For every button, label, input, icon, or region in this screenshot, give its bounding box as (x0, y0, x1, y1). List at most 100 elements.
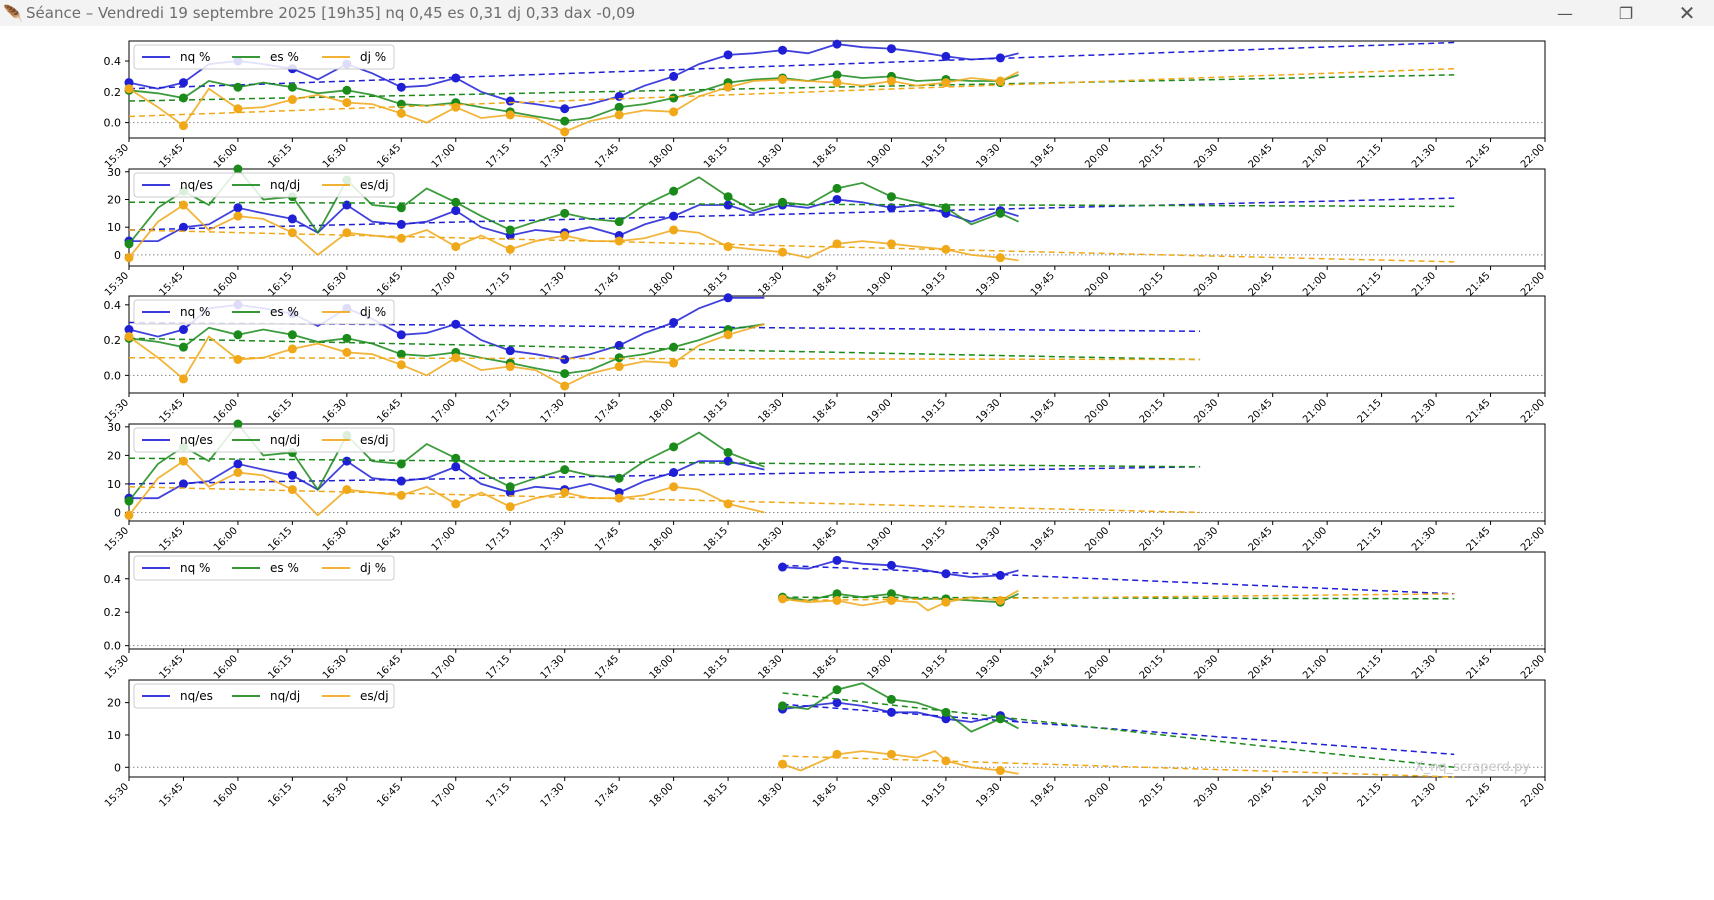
trend-line (128, 321, 1201, 333)
x-tick-label: 17:00 (430, 525, 458, 553)
x-tick-label: 17:45 (593, 270, 621, 298)
data-point (614, 217, 624, 227)
x-tick-label: 16:45 (375, 397, 403, 425)
x-tick-label: 18:45 (811, 397, 839, 425)
y-tick-label: 0.2 (104, 606, 122, 619)
chart-panel-6: 20 10 0 15:30 15:45 16:00 16:15 16:30 16:45 17:00… (103, 679, 1547, 810)
x-tick-label: 21:45 (1464, 525, 1492, 553)
data-point (941, 756, 951, 766)
x-tick-label: 19:15 (920, 270, 948, 298)
x-tick-label: 20:45 (1247, 781, 1275, 809)
legend: nq % es % dj % (133, 555, 395, 581)
x-tick-label: 20:30 (1192, 397, 1220, 425)
x-tick-label: 18:30 (756, 142, 784, 170)
close-button[interactable]: ✕ (1678, 1, 1696, 25)
chart-panel-1: 0.40.20.015:30 15:45 16:00 16:15 16:30 16:45 1… (103, 39, 1547, 171)
data-point (723, 293, 733, 303)
data-point (669, 468, 679, 477)
data-point (832, 183, 842, 193)
title-bar: 🪶 Séance – Vendredi 19 septembre 2025 [1… (0, 0, 1714, 26)
legend: nq/es nq/dj es/dj (133, 172, 395, 198)
trend-line (128, 457, 1201, 468)
data-point (995, 208, 1005, 218)
x-tick-label: 20:30 (1192, 781, 1220, 809)
data-point (669, 211, 679, 221)
legend-label: dj % (360, 561, 386, 575)
x-tick-label: 16:30 (321, 397, 349, 425)
data-point (342, 85, 352, 95)
data-point (124, 84, 134, 94)
x-tick-label: 20:00 (1083, 781, 1111, 809)
data-point (233, 164, 243, 174)
data-point (669, 442, 679, 452)
data-point (233, 211, 243, 221)
x-tick-label: 21:15 (1356, 397, 1384, 425)
legend: nq/es nq/dj es/dj (133, 683, 395, 709)
x-tick-label: 19:30 (974, 653, 1002, 681)
data-point (832, 749, 842, 759)
data-point (178, 325, 188, 335)
data-point (941, 597, 951, 607)
x-tick-label: 19:30 (974, 142, 1002, 170)
data-point (723, 50, 733, 60)
x-tick-label: 18:30 (756, 397, 784, 425)
x-tick-label: 16:45 (375, 653, 403, 681)
legend-label: es % (270, 561, 299, 575)
trend-line (128, 41, 1455, 90)
x-tick-label: 19:15 (920, 653, 948, 681)
data-point (723, 448, 733, 458)
x-tick-label: 18:15 (702, 781, 730, 809)
series-line (782, 589, 1019, 612)
data-point (287, 470, 297, 480)
y-tick-label: 0.2 (104, 86, 122, 99)
x-tick-label: 21:00 (1301, 397, 1329, 425)
chart-panel-5: 0.4 0.2 0.015:30 15:45 16:00 16:15 16:30 16:45 1… (103, 551, 1547, 682)
series-line (782, 559, 1019, 579)
x-tick-label: 21:30 (1410, 270, 1438, 298)
x-tick-label: 15:45 (157, 525, 185, 553)
x-tick-label: 20:15 (1138, 781, 1166, 809)
data-point (669, 358, 679, 368)
data-point (560, 208, 570, 218)
x-tick-label: 17:45 (593, 397, 621, 425)
y-tick-label: 0.2 (104, 334, 122, 347)
data-point (778, 594, 788, 604)
data-point (941, 569, 951, 579)
data-point (886, 749, 896, 759)
data-point (995, 53, 1005, 63)
x-tick-label: 18:45 (811, 525, 839, 553)
x-tick-label: 20:00 (1083, 270, 1111, 298)
legend-label: nq/dj (270, 689, 300, 703)
data-point (614, 353, 624, 363)
legend-label: dj % (360, 305, 386, 319)
x-tick-label: 18:45 (811, 142, 839, 170)
legend-label: es % (270, 50, 299, 64)
data-point (723, 456, 733, 466)
x-tick-label: 18:15 (702, 142, 730, 170)
x-tick-label: 21:15 (1356, 653, 1384, 681)
x-tick-label: 21:45 (1464, 142, 1492, 170)
x-tick-label: 22:00 (1519, 397, 1547, 425)
minimize-button[interactable]: — (1557, 3, 1573, 23)
x-tick-label: 21:45 (1464, 397, 1492, 425)
data-point (396, 490, 406, 500)
x-tick-label: 20:45 (1247, 525, 1275, 553)
data-point (560, 127, 570, 137)
data-point (178, 456, 188, 466)
maximize-button[interactable]: ❐ (1618, 3, 1634, 23)
x-tick-label: 18:15 (702, 653, 730, 681)
chart-panel-4: 30 20 10 0 15:30 15:45 16:00 16:15 16:30 16:45 17:… (103, 419, 1547, 554)
x-tick-label: 19:45 (1029, 397, 1057, 425)
data-point (886, 44, 896, 54)
x-tick-label: 16:30 (321, 142, 349, 170)
series-line (782, 701, 1019, 723)
data-point (723, 192, 733, 202)
x-tick-label: 20:00 (1083, 525, 1111, 553)
x-tick-label: 21:30 (1410, 142, 1438, 170)
x-tick-label: 21:45 (1464, 653, 1492, 681)
data-point (396, 459, 406, 469)
legend: nq % es % dj % (133, 44, 395, 70)
data-point (233, 82, 243, 92)
x-tick-label: 16:15 (266, 142, 294, 170)
data-point (178, 93, 188, 103)
